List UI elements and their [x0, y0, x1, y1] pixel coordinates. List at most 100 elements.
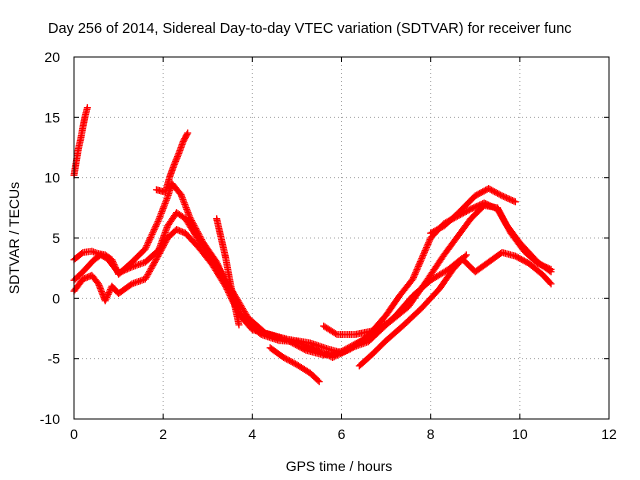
data-point	[146, 235, 154, 243]
data-point	[106, 287, 114, 295]
data-point	[418, 253, 426, 261]
data-layer	[70, 104, 555, 386]
data-point	[151, 257, 159, 265]
data-point	[422, 245, 430, 253]
data-point	[190, 221, 198, 229]
chart-title: Day 256 of 2014, Sidereal Day-to-day VTE…	[48, 21, 572, 37]
data-point	[300, 345, 308, 353]
data-point	[195, 231, 203, 239]
x-tick-label: 8	[427, 426, 435, 442]
data-point	[500, 217, 508, 225]
data-point	[420, 248, 428, 256]
x-tick-label: 2	[159, 426, 167, 442]
data-point	[414, 262, 422, 270]
data-point	[141, 245, 149, 253]
data-point	[105, 289, 113, 297]
data-point	[159, 243, 167, 251]
data-point	[495, 208, 503, 216]
data-point	[546, 265, 554, 273]
y-tick-label: 5	[52, 230, 60, 246]
data-point	[193, 228, 201, 236]
axis-ticks: 0 2 4 6 8 10 12 -10 -5 0 5 10 15 20	[40, 49, 617, 442]
data-point	[235, 321, 243, 329]
data-point	[213, 258, 221, 266]
data-point	[494, 205, 502, 213]
data-point	[154, 252, 162, 260]
data-point	[162, 237, 170, 245]
data-point	[150, 226, 158, 234]
data-point	[411, 270, 419, 278]
data-point	[496, 210, 504, 218]
data-point	[329, 353, 337, 361]
data-point	[499, 216, 507, 224]
data-point	[306, 343, 314, 351]
data-point	[188, 217, 196, 225]
data-point	[184, 129, 192, 137]
series-trace-j	[427, 185, 519, 237]
y-tick-label: -5	[48, 351, 61, 367]
data-point	[497, 211, 505, 219]
data-point	[154, 218, 162, 226]
data-point	[183, 130, 191, 138]
data-point	[414, 264, 422, 272]
x-tick-label: 0	[70, 426, 78, 442]
data-point	[418, 255, 426, 263]
data-point	[108, 256, 116, 264]
data-point	[142, 274, 150, 282]
data-point	[145, 269, 153, 277]
data-point	[213, 260, 221, 268]
x-axis-label: GPS time / hours	[286, 458, 393, 474]
data-point	[420, 250, 428, 258]
data-point	[409, 275, 417, 283]
data-point	[498, 213, 506, 221]
data-point	[144, 271, 152, 279]
data-point	[417, 256, 425, 264]
data-point	[505, 226, 513, 234]
data-point	[102, 295, 110, 303]
data-point	[197, 234, 205, 242]
data-point	[143, 242, 151, 250]
data-point	[147, 234, 155, 242]
data-point	[382, 320, 390, 328]
data-point	[410, 272, 418, 280]
data-point	[147, 264, 155, 272]
data-point	[156, 249, 164, 257]
data-point	[155, 251, 163, 259]
data-point	[304, 342, 312, 350]
data-point	[419, 251, 427, 259]
series-trace-i	[355, 251, 470, 370]
data-point	[149, 261, 157, 269]
data-point	[193, 226, 201, 234]
x-tick-label: 4	[248, 426, 256, 442]
data-point	[104, 290, 112, 298]
data-point	[112, 264, 120, 272]
x-tick-label: 10	[512, 426, 528, 442]
data-point	[78, 250, 86, 258]
data-point	[223, 285, 231, 293]
data-point	[423, 242, 431, 250]
series-trace-g	[266, 344, 323, 386]
data-point	[151, 224, 159, 232]
data-point	[425, 239, 433, 247]
data-point	[501, 219, 509, 227]
data-point	[503, 222, 511, 230]
data-point	[83, 104, 91, 112]
data-point	[423, 243, 431, 251]
data-point	[511, 198, 519, 206]
data-point	[314, 376, 322, 384]
data-point	[160, 242, 168, 250]
data-point	[381, 320, 389, 328]
data-point	[188, 218, 196, 226]
data-point	[504, 223, 512, 231]
y-axis-label: SDTVAR / TECUs	[6, 182, 22, 294]
data-point	[101, 297, 109, 305]
data-point	[412, 269, 420, 277]
data-point	[149, 229, 157, 237]
data-point	[222, 284, 230, 292]
data-point	[153, 254, 161, 262]
data-point	[504, 225, 512, 233]
series-trace-f	[213, 215, 243, 329]
data-point	[424, 240, 432, 248]
data-point	[160, 240, 168, 248]
